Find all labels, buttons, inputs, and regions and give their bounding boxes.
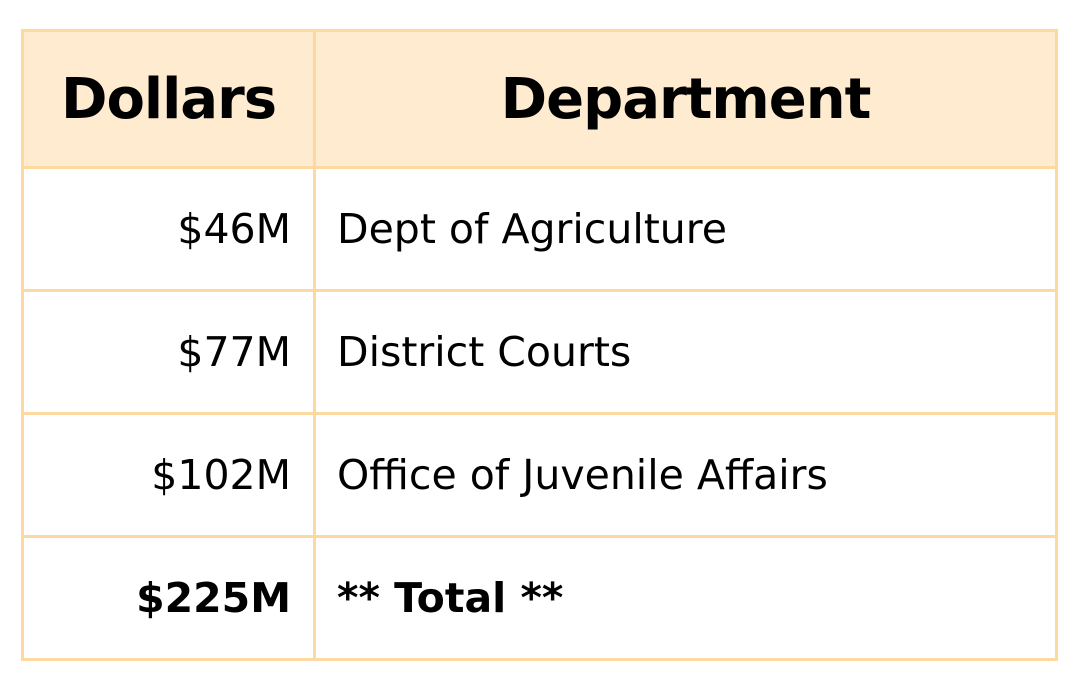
- column-header-department: Department: [313, 29, 1058, 169]
- table-header: Dollars Department: [21, 29, 1058, 169]
- department-cell: Dept of Agriculture: [313, 166, 1058, 292]
- total-label-cell: ** Total **: [313, 535, 1058, 661]
- table-body: $46M Dept of Agriculture $77M District C…: [21, 166, 1058, 661]
- amount-cell: $102M: [21, 412, 316, 538]
- table-row: $46M Dept of Agriculture: [21, 166, 1058, 292]
- column-header-dollars: Dollars: [21, 29, 316, 169]
- header-row: Dollars Department: [21, 29, 1058, 169]
- department-cell: Office of Juvenile Affairs: [313, 412, 1058, 538]
- total-amount-cell: $225M: [21, 535, 316, 661]
- department-cell: District Courts: [313, 289, 1058, 415]
- table-row: $77M District Courts: [21, 289, 1058, 415]
- budget-table-container: Dollars Department $46M Dept of Agricult…: [21, 29, 1058, 661]
- total-row: $225M ** Total **: [21, 535, 1058, 661]
- budget-table: Dollars Department $46M Dept of Agricult…: [21, 29, 1058, 661]
- amount-cell: $46M: [21, 166, 316, 292]
- amount-cell: $77M: [21, 289, 316, 415]
- table-row: $102M Office of Juvenile Affairs: [21, 412, 1058, 538]
